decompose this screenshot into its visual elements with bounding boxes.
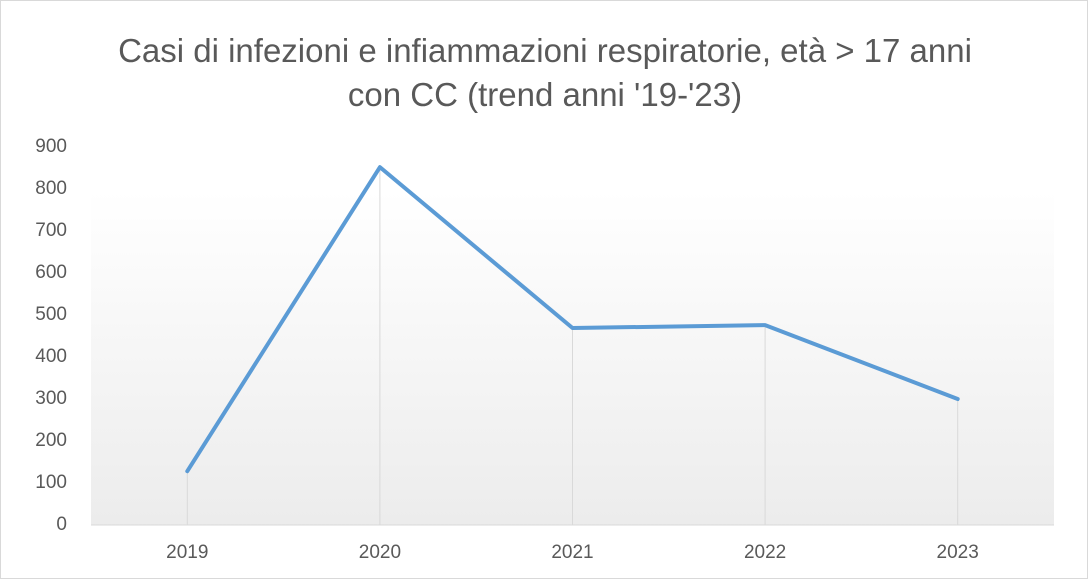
y-tick-label: 400 <box>35 346 67 367</box>
y-tick-label: 500 <box>35 304 67 325</box>
y-tick-label: 700 <box>35 220 67 241</box>
chart-title: Casi di infezioni e infiammazioni respir… <box>118 32 972 113</box>
x-tick-label: 2019 <box>166 542 208 563</box>
x-tick-label: 2020 <box>359 542 401 563</box>
y-tick-label: 100 <box>35 472 67 493</box>
y-tick-label: 600 <box>35 262 67 283</box>
x-tick-label: 2023 <box>937 542 979 563</box>
y-tick-label: 800 <box>35 178 67 199</box>
y-tick-label: 900 <box>35 136 67 157</box>
x-tick-label: 2021 <box>551 542 593 563</box>
data-line <box>185 165 960 474</box>
y-tick-label: 300 <box>35 388 67 409</box>
y-tick-label: 0 <box>56 514 67 535</box>
x-tick-label: 2022 <box>744 542 786 563</box>
y-tick-label: 200 <box>35 430 67 451</box>
